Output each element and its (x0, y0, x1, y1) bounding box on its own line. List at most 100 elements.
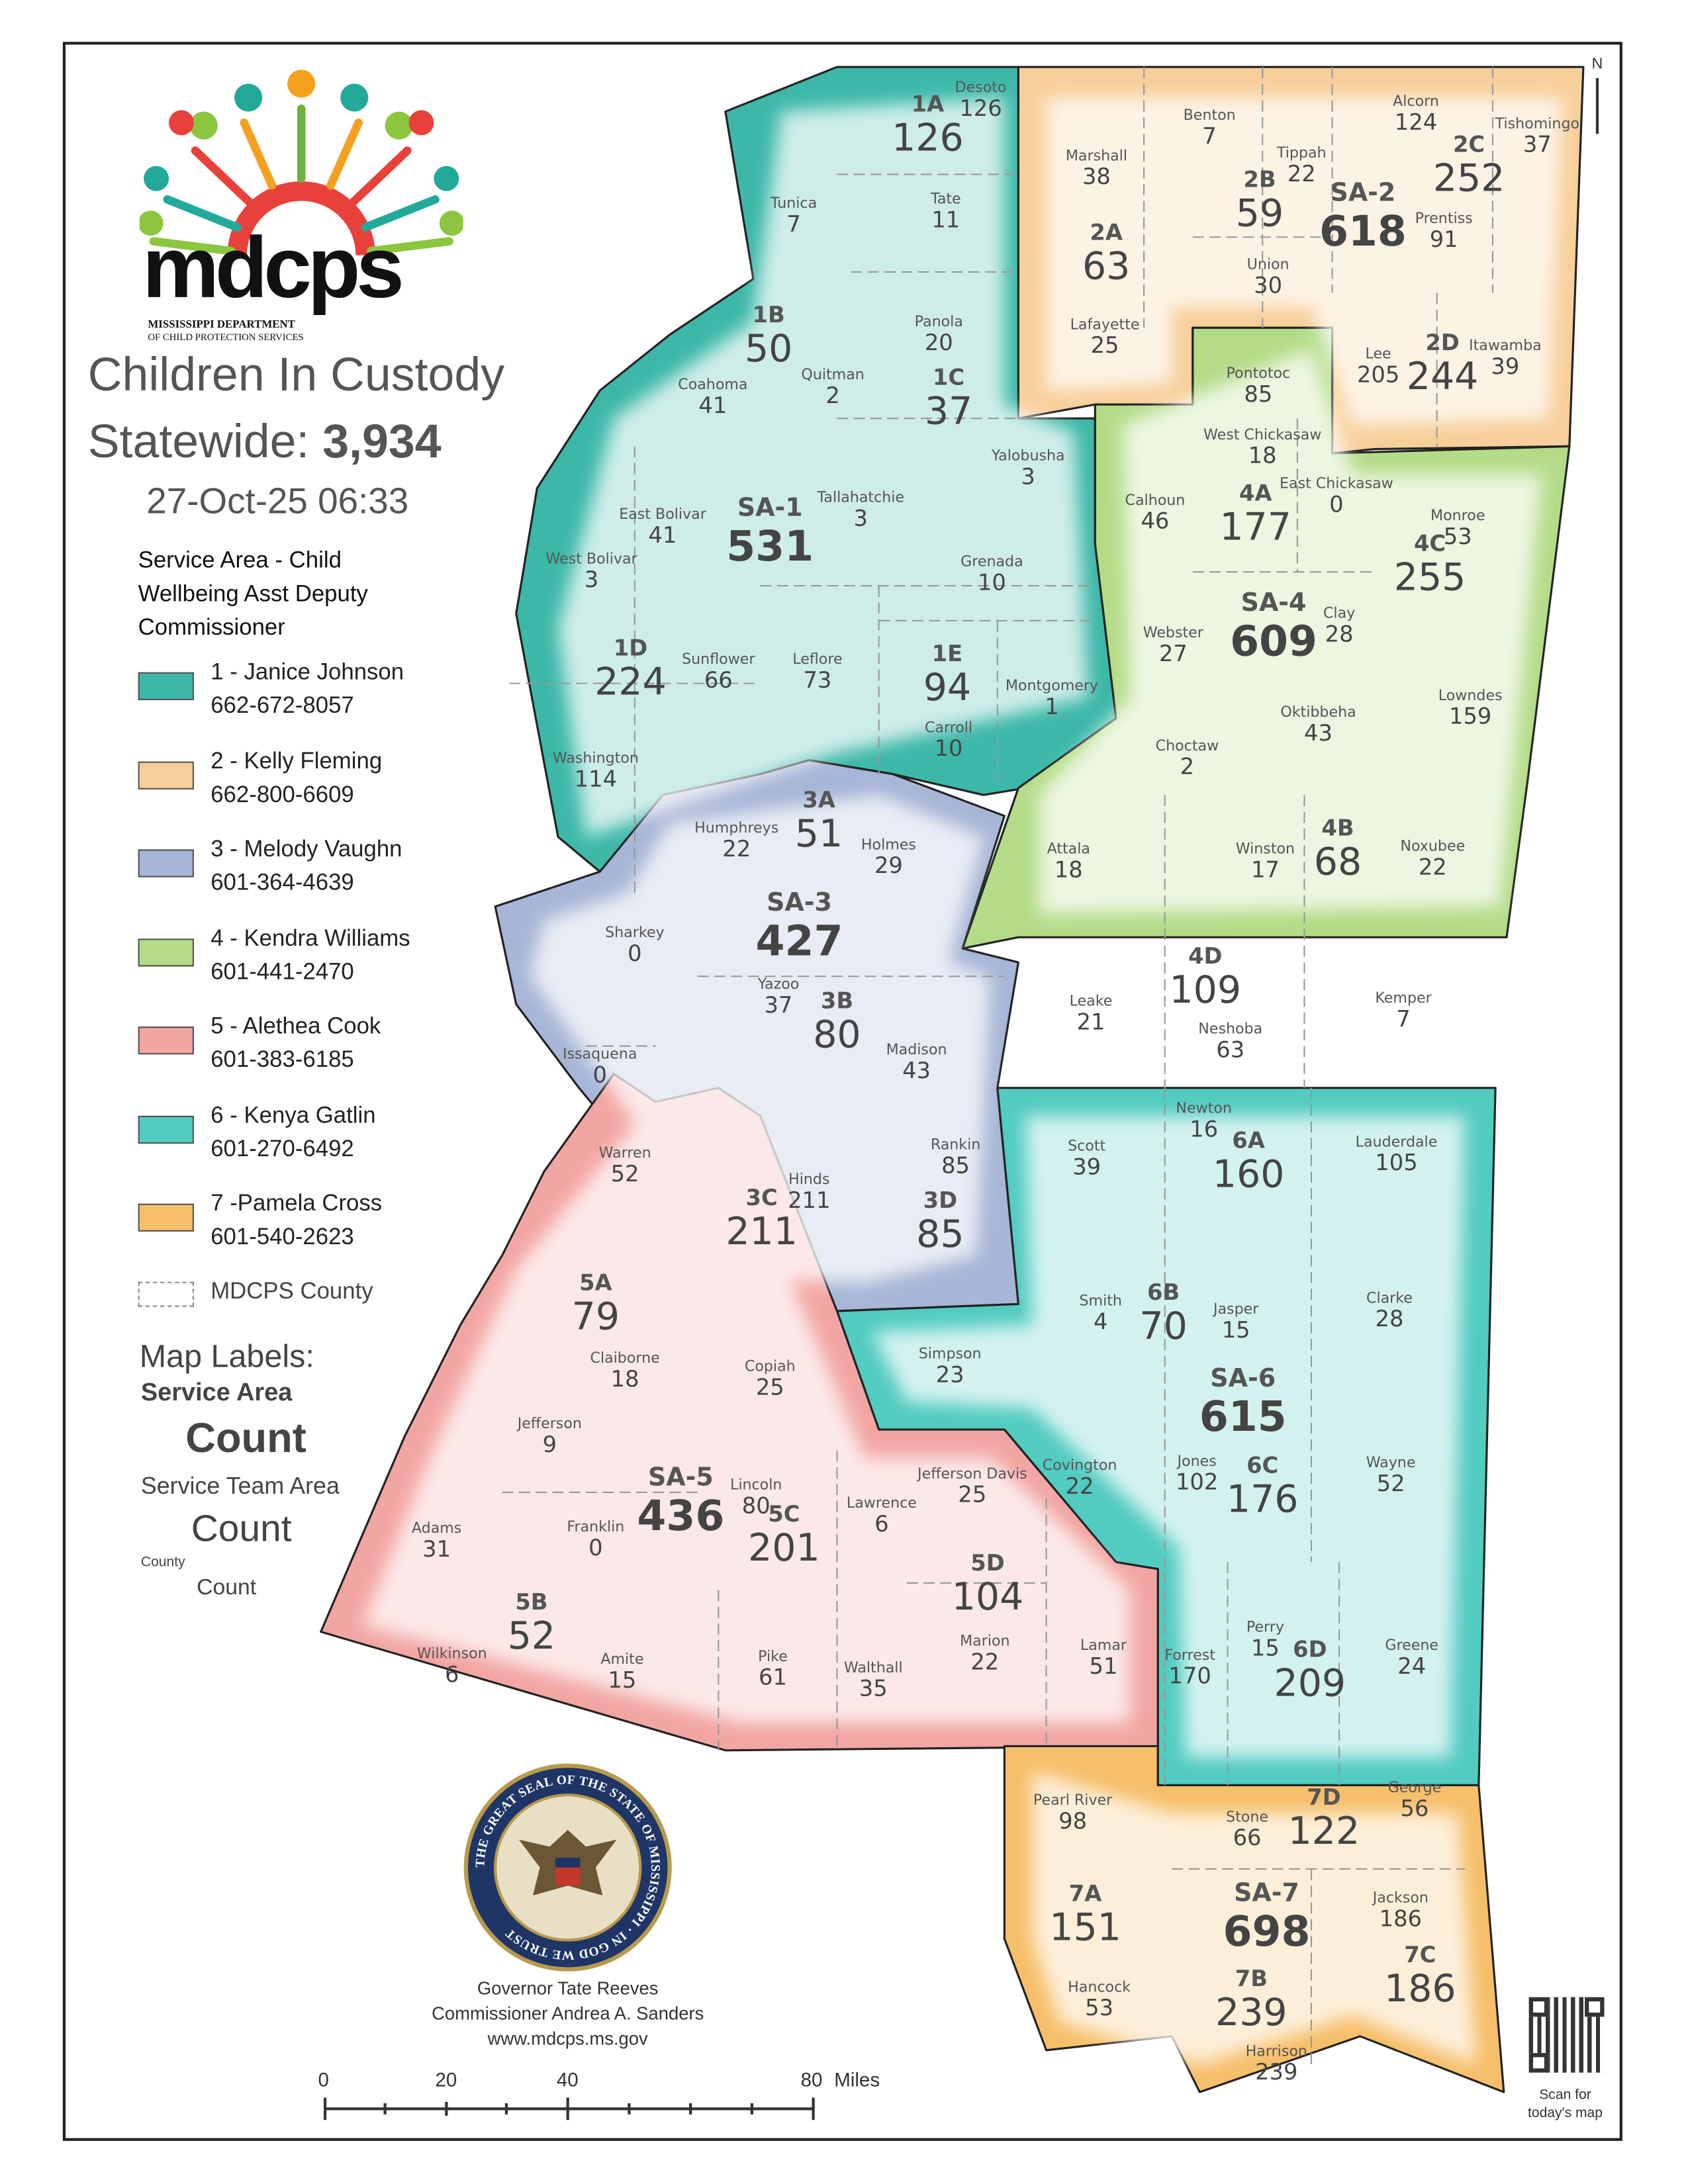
service-team-area-label: 6A 160 (1213, 1127, 1285, 1197)
county-label: Kemper 7 (1375, 990, 1431, 1032)
county-name: Prentiss (1415, 210, 1473, 228)
legend-county: MDCPS County (138, 1279, 373, 1307)
county-count: 10 (977, 569, 1006, 596)
county-name: Panola (914, 314, 963, 331)
service-team-area-label: 2D 244 (1407, 329, 1479, 400)
county-name: Marion (960, 1633, 1010, 1651)
county-count: 52 (1376, 1470, 1405, 1497)
county-name: Carroll (924, 719, 973, 737)
service-team-area-label: 7A 151 (1049, 1880, 1121, 1950)
logo-subtitle-1: MISSISSIPPI DEPARTMENT (148, 318, 295, 331)
team-area-code: 2D (1425, 329, 1460, 356)
county-count: 22 (970, 1649, 1000, 1676)
team-area-count: 50 (744, 328, 793, 372)
team-area-count: 126 (892, 117, 964, 161)
county-count: 159 (1448, 703, 1492, 730)
county-name: Coahoma (678, 376, 748, 394)
county-count: 35 (859, 1675, 888, 1702)
county-name: Covington (1042, 1457, 1117, 1475)
scale-tick-label: 0 (318, 2068, 329, 2091)
county-label: Calhoun 46 (1125, 492, 1186, 535)
service-area-count: 427 (755, 917, 843, 966)
service-team-area-label: 4C 255 (1393, 529, 1466, 601)
county-label: Noxubee 22 (1400, 839, 1465, 881)
statewide-total: Statewide: 3,934 (88, 416, 442, 470)
team-area-count: 122 (1288, 1811, 1360, 1854)
legend-item-label: 2 - Kelly Fleming (211, 749, 383, 774)
scale-bar: 0 20 40 80 Miles (318, 2068, 882, 2125)
team-area-count: 211 (726, 1211, 798, 1255)
team-area-code: 6B (1147, 1279, 1180, 1306)
county-name: Franklin (567, 1518, 625, 1536)
county-count: 3 (584, 566, 599, 593)
legend-item-label: 3 - Melody Vaughn (211, 837, 402, 862)
county-label: Smith 4 (1080, 1293, 1122, 1336)
service-team-area-label: 1D 224 (594, 634, 667, 705)
legend-item-phone: 662-800-6609 (211, 782, 354, 808)
county-count: 27 (1158, 640, 1188, 667)
legend-item: 6 - Kenya Gatlin 601-270-6492 (138, 1099, 376, 1166)
county-count: 205 (1356, 361, 1400, 388)
legend-county-count: Count (197, 1576, 257, 1600)
team-area-code: 1B (752, 301, 785, 328)
county-count: 51 (1089, 1653, 1118, 1680)
service-team-area-label: 2C 252 (1432, 131, 1505, 202)
legend-item-phone: 601-270-6492 (211, 1136, 354, 1162)
county-name: Newton (1176, 1100, 1232, 1118)
statewide-count: 3,934 (322, 416, 442, 469)
service-team-area-label: 4B 68 (1314, 815, 1362, 885)
county-name: Sharkey (605, 925, 665, 942)
county-label: West Bolivar 3 (545, 551, 637, 593)
county-name: Yazoo (757, 976, 800, 993)
county-label: Itawamba 39 (1469, 338, 1542, 380)
service-team-area-label: 3B 80 (813, 987, 861, 1058)
county-label: Franklin 0 (567, 1519, 624, 1561)
county-name: Jasper (1213, 1301, 1259, 1318)
scale-tick-label: 40 (556, 2068, 579, 2091)
county-name: George (1387, 1780, 1442, 1797)
county-name: Lawrence (846, 1495, 917, 1512)
legend-item-phone: 601-364-4639 (211, 870, 354, 895)
website-link[interactable]: www.mdcps.ms.gov (487, 2028, 648, 2049)
legend-swatch (138, 1115, 194, 1144)
qr-code[interactable] (1528, 1997, 1605, 2073)
team-area-code: 7A (1068, 1880, 1102, 1907)
team-area-code: 1D (613, 634, 648, 661)
county-label: Attala 18 (1047, 841, 1090, 884)
team-area-count: 51 (794, 813, 843, 857)
commissioner: Commissioner Andrea A. Sanders (432, 2003, 704, 2024)
team-area-code: 3C (745, 1184, 778, 1211)
county-name: Tunica (771, 195, 818, 212)
team-area-count: 252 (1432, 158, 1505, 202)
legend-text: 3 - Melody Vaughn 601-364-4639 (211, 833, 402, 899)
county-label: Clay 28 (1323, 606, 1355, 648)
service-team-area-label: 5D 104 (952, 1550, 1024, 1620)
county-count: 124 (1394, 109, 1438, 136)
timestamp: 27-Oct-25 06:33 (146, 479, 409, 522)
county-name: Tallahatchie (817, 489, 905, 506)
county-label: Simpson 23 (919, 1346, 982, 1388)
county-name: Jefferson (517, 1416, 582, 1433)
county-label: Humphreys 22 (694, 820, 778, 862)
county-label: Benton 7 (1184, 107, 1236, 150)
county-label: Carroll 10 (925, 719, 972, 762)
county-count: 28 (1325, 620, 1354, 647)
county-count: 7 (786, 210, 801, 238)
legend-item: 2 - Kelly Fleming 662-800-6609 (138, 745, 383, 811)
county-label: Tallahatchie 3 (818, 490, 904, 532)
team-area-count: 255 (1393, 557, 1466, 601)
county-name: Winston (1235, 841, 1295, 858)
service-area-code: SA-3 (767, 888, 832, 918)
county-label: Clarke 28 (1366, 1290, 1413, 1332)
county-name: East Bolivar (619, 506, 706, 523)
county-label: East Chickasaw 0 (1280, 476, 1393, 518)
county-label: Neshoba 63 (1198, 1021, 1262, 1064)
service-area-code: SA-7 (1234, 1878, 1299, 1908)
service-team-area-label: 5B 52 (508, 1589, 555, 1659)
team-area-code: 4C (1413, 529, 1446, 557)
page-title: Children In Custody (87, 348, 505, 402)
scale-tick-label: 20 (435, 2068, 457, 2091)
team-area-count: 94 (923, 667, 972, 711)
county-count: 22 (1418, 853, 1447, 880)
